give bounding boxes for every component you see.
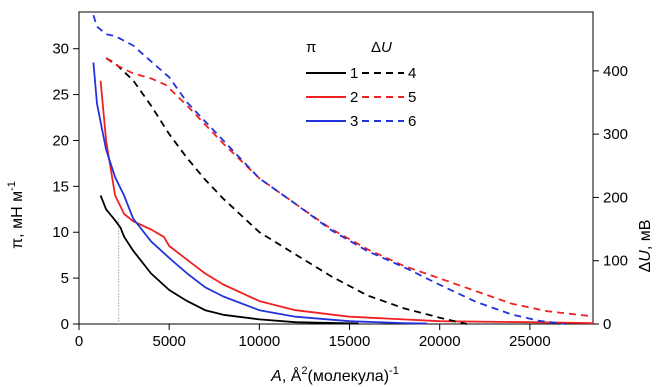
left-tick-label: 30: [52, 41, 69, 58]
plot-frame: [78, 11, 594, 325]
left-axis-title-text: π, мН м: [9, 191, 26, 249]
right-axis-title-delta: Δ: [637, 261, 654, 272]
series-line-4: [105, 57, 468, 325]
x-tick-label: 20000: [419, 333, 461, 350]
legend-label-1: 1: [350, 65, 358, 82]
x-tick-label: 5000: [152, 333, 185, 350]
left-tick-label: 0: [61, 316, 69, 333]
series-line-3: [92, 62, 428, 325]
left-tick-label: 20: [52, 132, 69, 149]
legend-label-5: 5: [408, 89, 416, 106]
right-tick-label: 300: [603, 126, 628, 143]
x-axis-title-tail: (молекула): [308, 368, 390, 385]
series-line-6: [92, 14, 567, 325]
legend-label-6: 6: [408, 113, 416, 130]
right-tick-label: 100: [603, 253, 628, 270]
legend-header-pi: π: [306, 39, 316, 56]
right-axis-title-var: U: [637, 250, 654, 262]
left-axis-title: π, мН м-1: [6, 181, 26, 249]
right-axis-title-unit: , мВ: [637, 220, 654, 251]
legend-header-u: U: [381, 39, 392, 56]
legend-label-2: 2: [350, 89, 358, 106]
left-tick-label: 5: [61, 270, 69, 287]
x-axis-title-var: A: [270, 368, 282, 385]
legend-header-delta: Δ: [371, 39, 381, 56]
legend-label-4: 4: [408, 65, 416, 82]
right-tick-label: 0: [603, 316, 611, 333]
right-axis-title: ΔU, мВ: [637, 220, 654, 273]
left-tick-label: 15: [52, 178, 69, 195]
left-tick-label: 10: [52, 224, 69, 241]
series-line-1: [99, 195, 359, 325]
legend-header-delta-u: ΔU: [371, 39, 392, 56]
left-axis-title-sup: -1: [6, 181, 18, 191]
right-tick-label: 200: [603, 189, 628, 206]
x-tick-label: 0: [75, 333, 83, 350]
right-tick-label: 400: [603, 63, 628, 80]
series-line-2: [99, 80, 594, 324]
x-axis-title-sup2: -1: [389, 365, 399, 377]
legend: π ΔU 1 4 2 5 3 6: [306, 39, 416, 130]
legend-label-3: 3: [350, 113, 358, 130]
left-tick-label: 25: [52, 87, 69, 104]
x-tick-label: 10000: [238, 333, 280, 350]
plot-area: 0 5000 10000 15000 20000 25000051015202530010…: [52, 11, 628, 350]
x-tick-label: 25000: [509, 333, 551, 350]
x-axis-title-sup: 2: [301, 365, 307, 377]
x-axis-title: A, Å2(молекула)-1: [270, 365, 399, 385]
x-axis-title-unit: , Å: [282, 366, 302, 385]
x-tick-label: 15000: [329, 333, 371, 350]
